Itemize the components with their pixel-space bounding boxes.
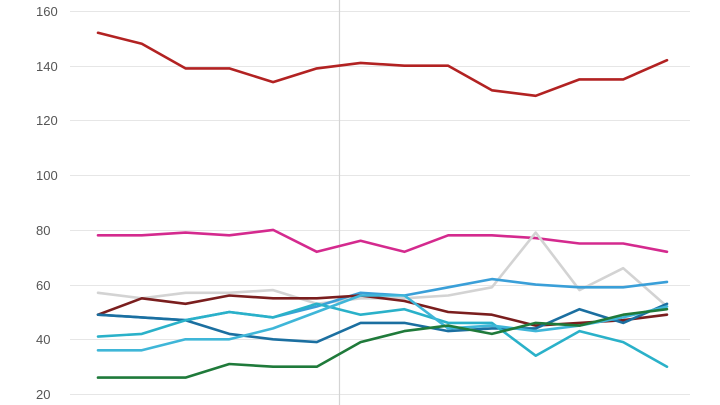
series-line-9 bbox=[96, 307, 669, 379]
series-line-7 bbox=[96, 302, 669, 369]
y-tick-label-60: 60 bbox=[36, 278, 50, 293]
y-tick-label-20: 20 bbox=[36, 387, 50, 402]
series-line-2 bbox=[96, 228, 669, 254]
y-tick-label-120: 120 bbox=[36, 113, 58, 128]
y-tick-label-40: 40 bbox=[36, 332, 50, 347]
series-line-5 bbox=[96, 294, 669, 327]
series-line-1 bbox=[96, 31, 669, 98]
y-tick-label-140: 140 bbox=[36, 59, 58, 74]
y-tick-label-80: 80 bbox=[36, 223, 50, 238]
series-line-8 bbox=[96, 294, 669, 352]
gridlines bbox=[70, 11, 690, 395]
y-tick-label-100: 100 bbox=[36, 168, 58, 183]
series-lines bbox=[96, 31, 669, 379]
y-tick-label-160: 160 bbox=[36, 4, 58, 19]
series-line-6 bbox=[96, 302, 669, 344]
y-axis-tick-labels: 20 40 60 80 100 120 140 160 bbox=[36, 4, 58, 402]
